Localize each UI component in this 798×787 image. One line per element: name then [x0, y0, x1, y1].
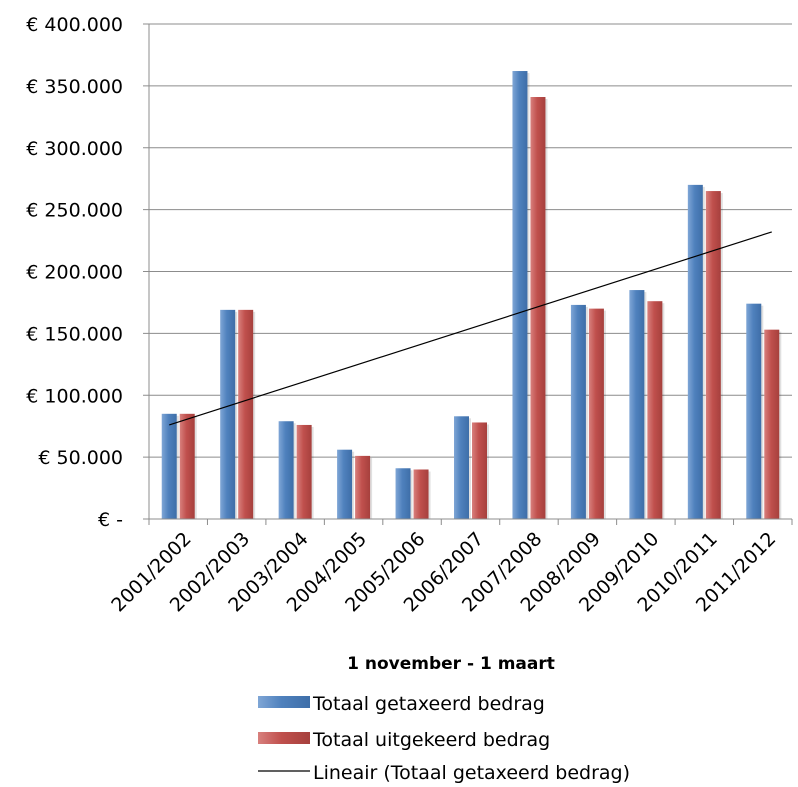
legend-swatch-getaxeerd — [258, 696, 310, 708]
bar-uitgekeerd — [764, 329, 780, 519]
bar-uitgekeerd — [705, 191, 721, 519]
legend: Totaal getaxeerd bedrag Totaal uitgekeerd… — [258, 693, 630, 784]
y-tick-label: € 150.000 — [26, 323, 123, 345]
bar-uitgekeerd — [179, 413, 195, 519]
legend-label: Lineair (Totaal getaxeerd bedrag) — [313, 762, 630, 784]
bar-getaxeerd — [512, 71, 528, 520]
bar-uitgekeerd — [296, 424, 312, 519]
y-tick-label: € 250.000 — [26, 200, 123, 222]
gridlines — [149, 23, 792, 458]
bar-getaxeerd — [337, 449, 353, 519]
bar-getaxeerd — [687, 184, 703, 519]
x-axis-ticks: 2001/20022002/20032003/20042004/20052005… — [107, 528, 780, 616]
x-axis-label: 1 november - 1 maart — [347, 654, 555, 674]
bar-getaxeerd — [395, 468, 411, 519]
bars — [161, 71, 782, 520]
y-axis-ticks: € - € 50.000 € 100.000 € 150.000 € 200.000 € … — [26, 14, 123, 531]
y-tick-label: € 100.000 — [26, 385, 123, 407]
bar-uitgekeerd — [588, 308, 604, 519]
bar-uitgekeerd — [647, 301, 663, 519]
bar-getaxeerd — [278, 421, 294, 519]
legend-label: Totaal uitgekeerd bedrag — [312, 729, 550, 751]
bar-uitgekeerd — [530, 97, 546, 519]
legend-swatch-uitgekeerd — [258, 732, 310, 744]
bar-getaxeerd — [746, 303, 762, 519]
y-tick-label: € 400.000 — [26, 14, 123, 36]
bar-uitgekeerd — [413, 469, 429, 519]
bar-getaxeerd — [629, 290, 645, 519]
bar-getaxeerd — [220, 309, 236, 519]
bar-getaxeerd — [454, 416, 469, 519]
trendline-group — [169, 231, 772, 426]
y-tick-label: € 350.000 — [26, 76, 123, 98]
y-tick-label: € 200.000 — [26, 262, 123, 284]
bar-getaxeerd — [161, 413, 177, 519]
bar-uitgekeerd — [355, 455, 371, 519]
legend-label: Totaal getaxeerd bedrag — [312, 693, 545, 715]
bar-uitgekeerd — [472, 422, 487, 519]
y-tick-label: € 300.000 — [26, 138, 123, 160]
y-tick-label: € - — [98, 509, 123, 531]
bar-uitgekeerd — [238, 309, 254, 519]
y-tick-label: € 50.000 — [38, 447, 123, 469]
axes — [143, 23, 793, 525]
bar-getaxeerd — [570, 304, 586, 519]
trendline — [169, 231, 772, 426]
